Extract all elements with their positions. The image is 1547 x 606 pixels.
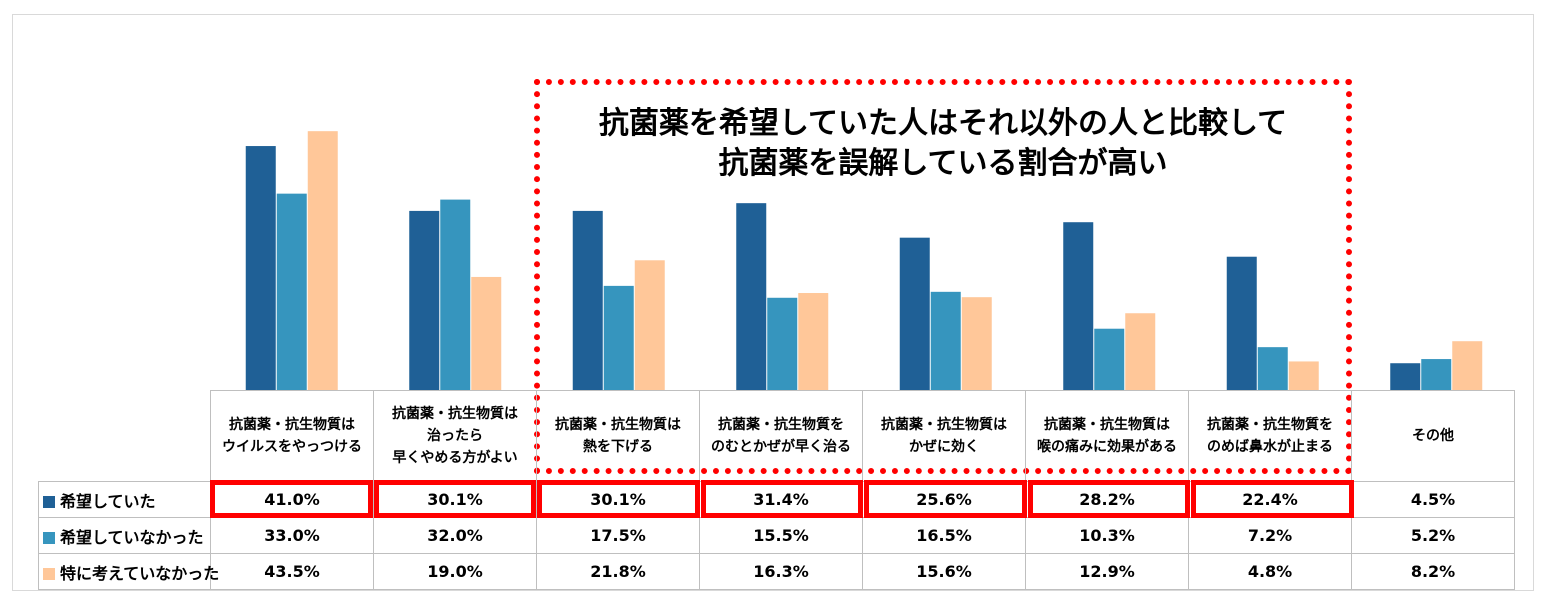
- bar-0-1: [409, 210, 440, 390]
- bar-0-4: [899, 237, 930, 390]
- series-row-0: 希望していた 41.0% 30.1% 30.1% 31.4% 25.6% 28.…: [38, 481, 1515, 518]
- data-label: 7.2%: [1188, 517, 1352, 554]
- category-label: 抗菌薬・抗生物質は ウイルスをやっつける: [210, 390, 374, 482]
- legend-swatch: [43, 531, 55, 544]
- bar-1-3: [767, 297, 798, 390]
- data-label: 33.0%: [210, 517, 374, 554]
- series-row-2: 特に考えていなかった 43.5% 19.0% 21.8% 16.3% 15.6%…: [38, 553, 1515, 590]
- callout-text: 抗菌薬を希望していた人はそれ以外の人と比較して 抗菌薬を誤解している割合が高い: [540, 104, 1346, 184]
- bar-0-3: [736, 203, 767, 390]
- corner-cell: [38, 390, 211, 482]
- data-label: 12.9%: [1025, 553, 1189, 590]
- data-label: 15.6%: [862, 553, 1026, 590]
- bar-2-7: [1452, 341, 1483, 390]
- bar-1-5: [1094, 328, 1125, 390]
- data-label: 4.5%: [1351, 481, 1515, 518]
- data-label: 17.5%: [536, 517, 700, 554]
- legend-entry: 希望していた: [38, 481, 211, 518]
- bar-0-2: [572, 210, 603, 390]
- data-label: 31.4%: [699, 481, 863, 518]
- legend-entry: 希望していなかった: [38, 517, 211, 554]
- data-label: 32.0%: [373, 517, 537, 554]
- data-label: 5.2%: [1351, 517, 1515, 554]
- bar-2-1: [471, 276, 502, 390]
- data-label: 41.0%: [210, 481, 374, 518]
- bar-0-0: [245, 146, 276, 390]
- category-label: 抗菌薬・抗生物質は 熱を下げる: [536, 390, 700, 482]
- bar-1-4: [930, 291, 961, 390]
- legend-entry: 特に考えていなかった: [38, 553, 219, 590]
- data-label: 8.2%: [1351, 553, 1515, 590]
- data-label: 21.8%: [536, 553, 700, 590]
- bar-0-5: [1063, 222, 1094, 390]
- chart-frame: [12, 14, 1534, 591]
- callout-line-2: 抗菌薬を誤解している割合が高い: [718, 146, 1168, 181]
- bar-2-3: [798, 293, 829, 390]
- category-label: 抗菌薬・抗生物質は かぜに効く: [862, 390, 1026, 482]
- bar-1-0: [276, 193, 307, 390]
- series-row-1: 希望していなかった 33.0% 32.0% 17.5% 15.5% 16.5% …: [38, 517, 1515, 554]
- legend-label: 希望していた: [60, 491, 156, 511]
- category-label: 抗菌薬・抗生物質を のむとかぜが早く治る: [699, 390, 863, 482]
- data-label: 30.1%: [373, 481, 537, 518]
- category-label: 抗菌薬・抗生物質は 喉の痛みに効果がある: [1025, 390, 1189, 482]
- category-label: 抗菌薬・抗生物質を のめば鼻水が止まる: [1188, 390, 1352, 482]
- category-label: 抗菌薬・抗生物質は 治ったら 早くやめる方がよい: [373, 390, 537, 482]
- data-label: 30.1%: [536, 481, 700, 518]
- bar-1-1: [440, 199, 471, 390]
- data-label: 10.3%: [1025, 517, 1189, 554]
- bar-1-7: [1421, 359, 1452, 390]
- legend-label: 希望していなかった: [60, 527, 204, 547]
- bar-1-6: [1257, 347, 1288, 390]
- bar-2-0: [307, 131, 338, 391]
- bar-2-4: [961, 297, 992, 390]
- data-table: 抗菌薬・抗生物質は ウイルスをやっつける 抗菌薬・抗生物質は 治ったら 早くやめ…: [38, 390, 1515, 590]
- data-label: 22.4%: [1188, 481, 1352, 518]
- legend-swatch: [43, 495, 55, 508]
- bar-2-5: [1125, 313, 1156, 390]
- data-label: 28.2%: [1025, 481, 1189, 518]
- data-label: 43.5%: [210, 553, 374, 590]
- data-label: 15.5%: [699, 517, 863, 554]
- data-label: 16.3%: [699, 553, 863, 590]
- data-label: 19.0%: [373, 553, 537, 590]
- legend-swatch: [43, 567, 55, 580]
- bar-1-2: [603, 285, 634, 390]
- bar-2-6: [1288, 361, 1319, 390]
- category-row: 抗菌薬・抗生物質は ウイルスをやっつける 抗菌薬・抗生物質は 治ったら 早くやめ…: [38, 390, 1515, 482]
- category-label: その他: [1351, 390, 1515, 482]
- callout-line-1: 抗菌薬を希望していた人はそれ以外の人と比較して: [598, 106, 1288, 141]
- bar-0-6: [1226, 256, 1257, 390]
- data-label: 4.8%: [1188, 553, 1352, 590]
- data-label: 25.6%: [862, 481, 1026, 518]
- legend-label: 特に考えていなかった: [60, 563, 220, 583]
- bar-2-2: [634, 260, 665, 390]
- data-label: 16.5%: [862, 517, 1026, 554]
- bar-0-7: [1390, 363, 1421, 390]
